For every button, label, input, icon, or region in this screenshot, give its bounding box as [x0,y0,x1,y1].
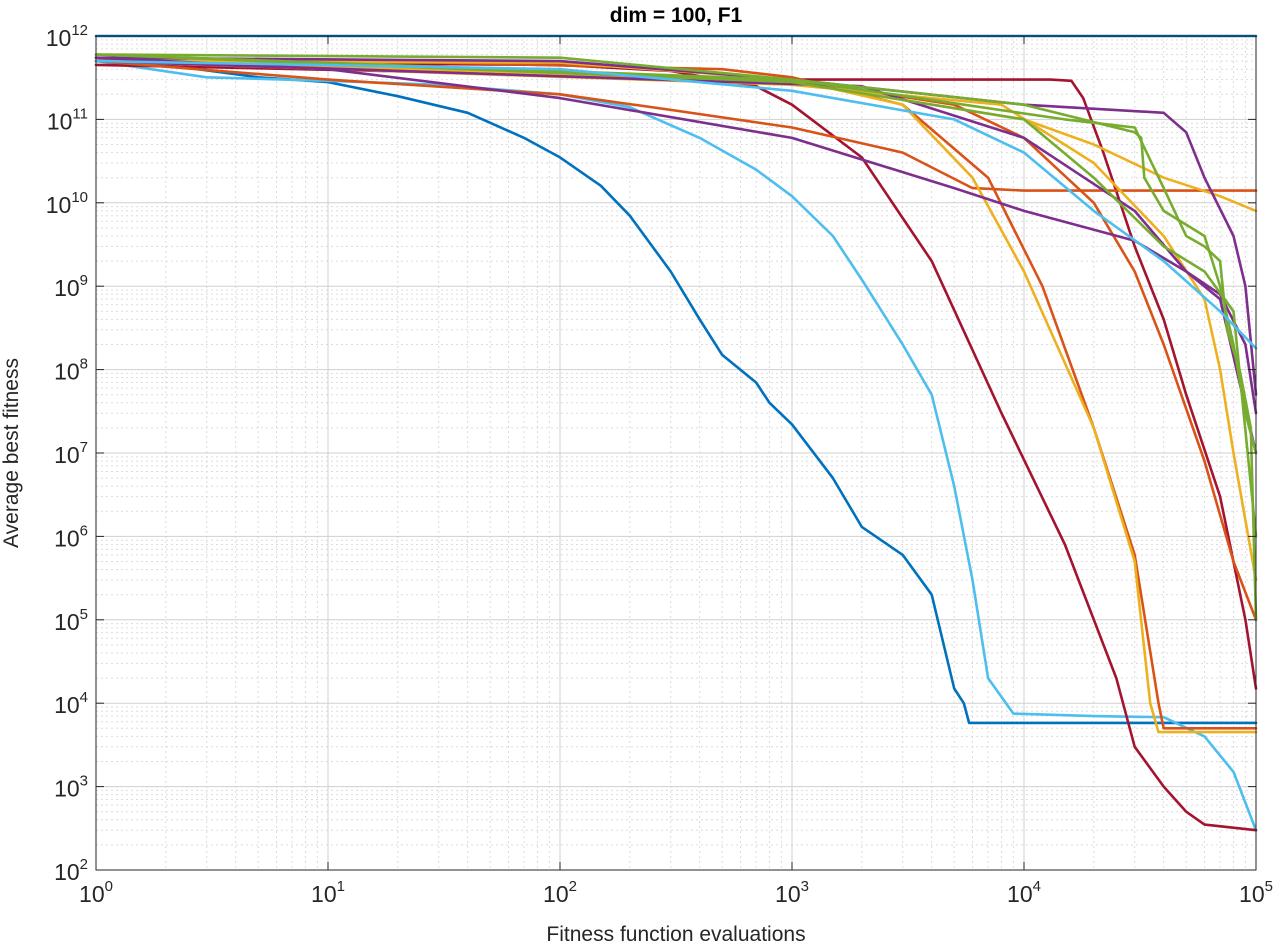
y-tick-exponent: 9 [80,272,88,289]
series-line-series-2 [94,56,1258,725]
y-tick-exponent: 12 [71,22,88,39]
y-tick-exponent: 5 [80,606,88,623]
y-tick-exponent: 3 [80,773,88,790]
y-tick-exponent: 10 [71,189,88,206]
y-tick-exponent: 11 [72,105,88,122]
x-tick-exponent: 4 [1033,878,1041,895]
x-tick-exponent: 1 [337,878,345,895]
y-tick-exponent: 6 [80,522,88,539]
series-line-series-17 [94,53,1258,538]
series-line-series-12 [94,56,1258,455]
x-axis-title: Fitness function evaluations [546,923,805,945]
chart-title: dim = 100, F1 [610,4,743,27]
x-tick-exponent: 5 [1265,878,1273,895]
series-line-series-6 [94,59,1258,192]
series-line-series-18 [94,59,1258,350]
series-line-series-13 [94,56,1258,396]
x-tick-exponent: 0 [105,878,113,895]
y-tick-exponent: 4 [80,689,88,706]
y-tick-label: 1011 [47,105,88,134]
x-tick-exponent: 2 [569,878,577,895]
y-tick-exponent: 2 [80,856,88,873]
series-line-series-11 [94,59,1258,582]
x-tick-exponent: 3 [801,878,809,895]
y-tick-exponent: 8 [80,356,88,373]
y-tick-exponent: 7 [80,439,88,456]
y-axis-title: Average best fitness [0,358,23,548]
tick-marks [95,35,1257,871]
